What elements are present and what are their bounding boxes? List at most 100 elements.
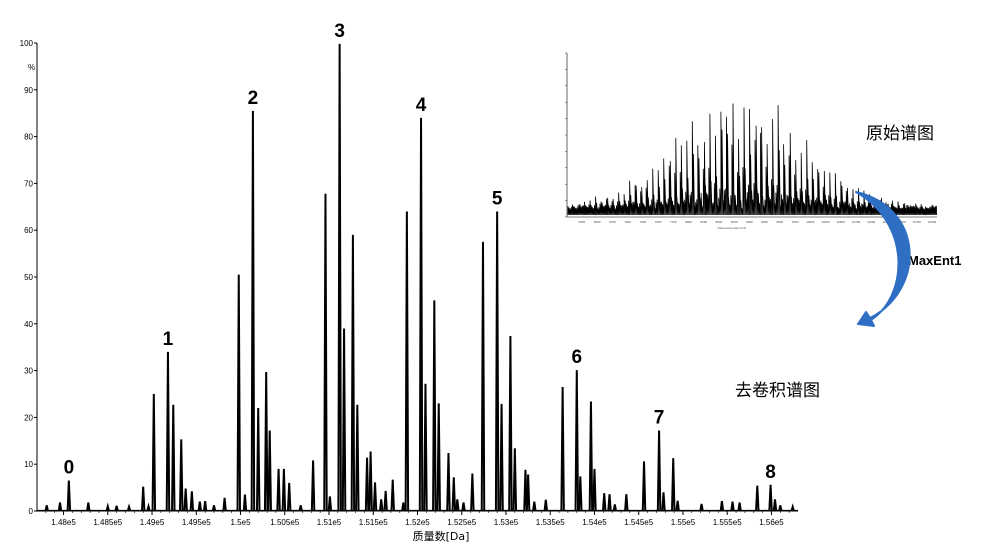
spectrum-peak: [236, 274, 241, 512]
spectrum-peak: [730, 501, 735, 512]
y-tick-label: 40: [24, 320, 33, 329]
spectrum-peak: [670, 458, 676, 512]
inset-x-tick-label: 7000: [624, 220, 631, 224]
spectrum-peak: [364, 457, 370, 512]
inset-x-tick-label: 8500: [716, 220, 723, 224]
spectrum-peak: [202, 501, 208, 512]
peak-labels: 0 1 2 3 4 5 6 7 8: [64, 21, 776, 483]
x-tick-label: 1.53e5: [494, 518, 519, 527]
spectrum-peak: [778, 505, 783, 512]
spectrum-peak: [755, 485, 760, 512]
spectrum-peak: [105, 502, 110, 512]
peak-index-label: 3: [334, 21, 345, 42]
spectrum-peak: [418, 117, 424, 512]
spectrum-peak: [790, 503, 795, 512]
spectrum-peak: [607, 494, 612, 512]
spectrum-peak: [601, 493, 607, 512]
spectrum-peak: [532, 501, 537, 512]
spectrum-peak: [355, 404, 360, 512]
spectrum-peak: [350, 234, 356, 512]
inset-x-tick-label: 7250: [640, 220, 647, 224]
spectrum-peak: [146, 502, 151, 512]
y-tick-label: 90: [24, 86, 33, 95]
inset-x-tick-label: 11000: [867, 220, 875, 224]
spectrum-peak: [401, 502, 406, 512]
spectrum-peak: [675, 500, 680, 512]
peak-index-label: 8: [765, 462, 776, 483]
y-tick-label: 10: [24, 460, 33, 469]
inset-x-tick-label: 10750: [852, 220, 861, 224]
spectrum-peak: [423, 383, 428, 512]
spectrum-peak: [242, 494, 248, 512]
inset-x-tick-label: 7500: [655, 220, 662, 224]
peak-index-label: 4: [416, 95, 427, 116]
spectrum-peak: [114, 505, 119, 512]
inset-spectrum-trace: [567, 103, 937, 216]
spectrum-peak: [499, 403, 504, 512]
spectrum-peak: [772, 499, 778, 512]
curved-arrow-icon: [855, 191, 911, 327]
x-tick-label: 1.48e5: [51, 518, 76, 527]
spectrum-peak: [222, 497, 227, 512]
inset-x-tick-label: 10000: [806, 220, 815, 224]
spectrum-peak: [560, 386, 565, 512]
spectrum-peak: [461, 502, 466, 512]
y-tick-label: 0: [29, 507, 34, 516]
inset-x-tick-label: 11500: [898, 220, 906, 224]
inset-x-tick-label: 6250: [579, 220, 586, 224]
spectrum-peak: [140, 486, 146, 512]
spectrum-peak: [171, 404, 176, 512]
y-tick-label: 50: [24, 273, 33, 282]
spectrum-peak: [197, 501, 203, 512]
spectrum-peak: [543, 499, 549, 512]
x-tick-label: 1.525e5: [447, 518, 476, 527]
peak-index-label: 1: [163, 329, 174, 350]
spectrum-peak: [337, 43, 342, 512]
spectrum-peak: [255, 408, 261, 512]
spectrum-peak: [719, 501, 725, 512]
spectrum-peak: [66, 480, 72, 512]
spectrum-peak: [523, 469, 528, 512]
spectrum-peak: [612, 504, 618, 512]
x-axis-label: 质量数[Da]: [413, 530, 470, 543]
maxent-algorithm-label: MaxEnt1: [908, 253, 961, 268]
inset-x-tick-label: 9750: [792, 220, 799, 224]
spectrum-peak: [404, 211, 410, 512]
spectrum-peak: [368, 451, 373, 512]
spectrum-peak: [341, 328, 347, 512]
x-tick-label: 1.52e5: [405, 518, 430, 527]
inset-x-tick-label: 7750: [670, 220, 677, 224]
spectrum-peak: [267, 430, 272, 512]
peak-index-label: 6: [571, 347, 582, 368]
inset-x-tick-label: 10500: [837, 220, 846, 224]
y-tick-label: 100: [20, 39, 34, 48]
spectrum-peak: [512, 448, 518, 512]
spectrum-peak: [494, 211, 500, 512]
peak-index-label: 2: [248, 88, 259, 109]
x-tick-label: 1.555e5: [713, 518, 742, 527]
spectrum-peak: [432, 300, 437, 512]
spectrum-peak: [508, 335, 513, 512]
spectrum-peak: [178, 439, 184, 512]
inset-x-tick-label: 9500: [776, 220, 783, 224]
spectrum-peak: [525, 474, 531, 512]
spectrum-peak: [57, 502, 63, 512]
spectrum-peak: [641, 461, 647, 512]
spectrum-peak: [436, 403, 441, 512]
spectrum-peak: [44, 505, 49, 512]
inset-x-tick-label: 6750: [609, 220, 616, 224]
y-tick-label: 20: [24, 413, 33, 422]
spectrum-peak: [661, 492, 666, 512]
spectrum-peak: [298, 505, 303, 512]
inset-x-tick-label: 8000: [685, 220, 692, 224]
spectrum-peak: [263, 371, 269, 512]
inset-x-tick-label: 9250: [761, 220, 768, 224]
spectrum-peak: [372, 482, 378, 512]
inset-x-tick-label: 8750: [731, 220, 738, 224]
spectrum-peak: [189, 491, 195, 512]
spectrum-peak: [592, 468, 597, 512]
inset-x-tick-label: 11750: [913, 220, 921, 224]
spectrum-peak: [588, 401, 594, 512]
x-tick-label: 1.495e5: [182, 518, 211, 527]
